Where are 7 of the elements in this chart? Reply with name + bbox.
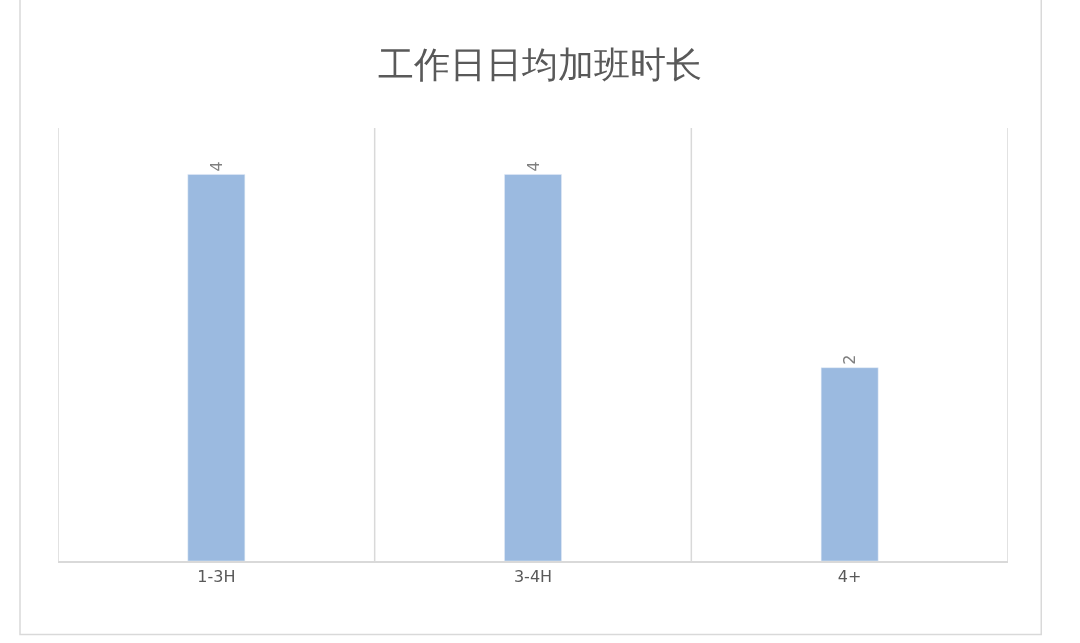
- x-tick-label: 4+: [837, 566, 862, 586]
- x-tick-label: 3-4H: [513, 566, 553, 586]
- chart-title: 工作日日均加班时长: [378, 43, 702, 85]
- data-label: 4: [206, 161, 226, 172]
- data-label: 2: [840, 354, 860, 365]
- x-tick-label: 1-3H: [197, 566, 236, 586]
- data-label: 4: [523, 161, 543, 172]
